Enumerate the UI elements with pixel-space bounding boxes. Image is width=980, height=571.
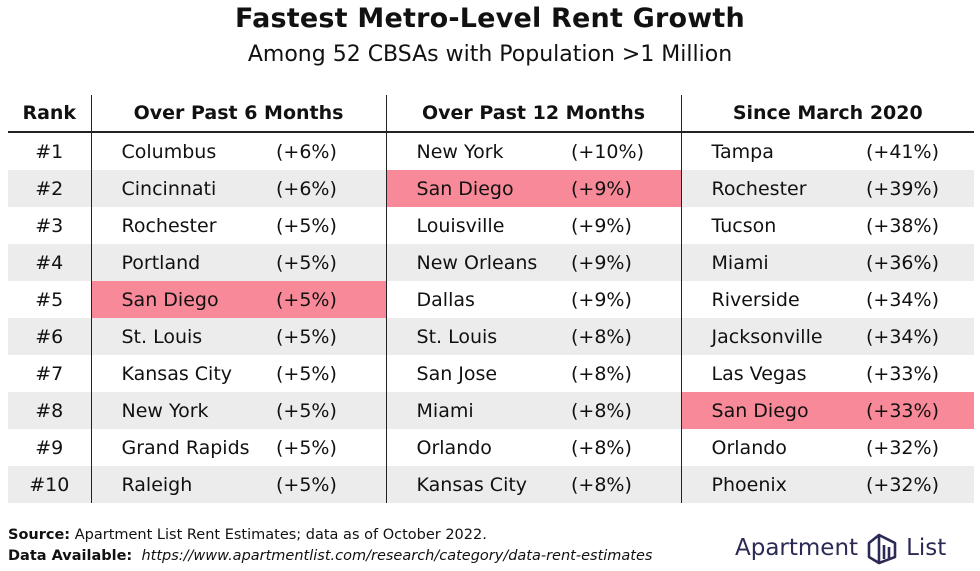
- city-cell-12mo: Orlando: [416, 436, 492, 459]
- city-cell-12mo: Miami: [386, 392, 572, 429]
- chart-title: Fastest Metro-Level Rent Growth: [235, 3, 745, 34]
- rank-cell: #3: [8, 207, 92, 244]
- city-cell-6mo: Grand Rapids: [121, 436, 250, 459]
- city-cell-6mo: Kansas City: [121, 362, 233, 385]
- rank-cell: #10: [8, 466, 92, 503]
- pct-cell-since-2020: (+39%): [866, 170, 975, 207]
- city-cell-6mo: Raleigh: [91, 466, 276, 503]
- header-past-6-months: Over Past 6 Months: [91, 95, 387, 133]
- pct-cell-since-2020: (+36%): [866, 244, 975, 281]
- pct-cell-6mo: (+5%): [276, 466, 387, 503]
- city-cell-since-2020: Riverside: [711, 288, 800, 311]
- pct-cell-6mo: (+5%): [276, 281, 387, 318]
- pct-cell-since-2020: (+33%): [866, 362, 939, 385]
- pct-cell-since-2020: (+32%): [866, 466, 975, 503]
- header-row: Rank Over Past 6 Months Over Past 12 Mon…: [8, 95, 975, 133]
- rank-cell: #8: [8, 392, 92, 429]
- pct-cell-since-2020: (+41%): [866, 140, 939, 163]
- pct-cell-6mo: (+5%): [276, 429, 387, 466]
- apartment-list-logo-icon: [867, 533, 897, 565]
- pct-cell-6mo: (+5%): [276, 207, 387, 244]
- city-cell-12mo: St. Louis: [386, 318, 572, 355]
- rank-cell: #2: [8, 170, 92, 207]
- table-row: #8 New York (+5%) Miami (+8%) San Diego (+33%): [8, 392, 975, 429]
- logo-word-apartment: Apartment: [735, 535, 859, 561]
- city-cell-6mo: Rochester: [121, 214, 217, 237]
- city-cell-6mo: St. Louis: [91, 318, 276, 355]
- rank-cell: #6: [8, 318, 92, 355]
- city-cell-6mo: Cincinnati: [91, 170, 276, 207]
- header-since-march-2020: Since March 2020: [681, 95, 975, 133]
- rank-cell: #5: [8, 281, 92, 318]
- city-cell-12mo: Dallas: [416, 288, 475, 311]
- source-label: Source:: [8, 527, 71, 543]
- table-row: #5 San Diego (+5%) Dallas (+9%) Riverside (+34…: [8, 281, 974, 318]
- pct-cell-6mo: (+5%): [276, 355, 387, 392]
- city-cell-12mo: Louisville: [416, 214, 505, 237]
- pct-cell-12mo: (+9%): [571, 170, 682, 207]
- table-row: #2 Cincinnati (+6%) San Diego (+9%) Rochester…: [8, 170, 975, 207]
- table-row: #6 St. Louis (+5%) St. Louis (+8%) Jacksonvil…: [8, 318, 975, 355]
- rent-growth-table: Rank Over Past 6 Months Over Past 12 Mon…: [8, 95, 975, 503]
- pct-cell-12mo: (+8%): [571, 318, 682, 355]
- city-cell-12mo: New Orleans: [386, 244, 572, 281]
- header-rank: Rank: [8, 95, 92, 133]
- chart-subtitle: Among 52 CBSAs with Population >1 Millio…: [247, 42, 733, 67]
- table-row: #7 Kansas City (+5%) San Jose (+8%) Las Vegas…: [8, 355, 974, 392]
- pct-cell-since-2020: (+32%): [866, 436, 939, 459]
- table-row: #9 Grand Rapids (+5%) Orlando (+8%) Orlando (+…: [8, 429, 974, 466]
- city-cell-6mo: Columbus: [121, 140, 217, 163]
- pct-cell-12mo: (+8%): [571, 392, 682, 429]
- city-cell-since-2020: Rochester: [681, 170, 867, 207]
- city-cell-since-2020: Phoenix: [681, 466, 867, 503]
- source-text: Apartment List Rent Estimates; data as o…: [70, 527, 487, 543]
- city-cell-6mo: New York: [91, 392, 276, 429]
- pct-cell-since-2020: (+38%): [866, 214, 939, 237]
- header-past-12-months: Over Past 12 Months: [386, 95, 682, 133]
- pct-cell-12mo: (+8%): [571, 466, 682, 503]
- table-row: #1 Columbus (+6%) New York (+10%) Tampa (+41%): [8, 132, 974, 170]
- data-available-line: Data Available: https://www.apartmentlis…: [8, 548, 652, 564]
- city-cell-12mo: San Jose: [416, 362, 498, 385]
- city-cell-12mo: New York: [416, 140, 504, 163]
- city-cell-since-2020: Jacksonville: [681, 318, 867, 355]
- pct-cell-12mo: (+10%): [571, 132, 682, 170]
- city-cell-since-2020: Miami: [681, 244, 867, 281]
- pct-cell-6mo: (+6%): [276, 170, 387, 207]
- pct-cell-12mo: (+9%): [571, 207, 682, 244]
- pct-cell-12mo: (+8%): [571, 355, 682, 392]
- apartment-list-logo: Apartment List: [735, 528, 946, 568]
- pct-cell-12mo: (+9%): [571, 281, 682, 318]
- city-cell-since-2020: Las Vegas: [711, 362, 807, 385]
- pct-cell-6mo: (+5%): [276, 244, 387, 281]
- city-cell-since-2020: Orlando: [711, 436, 787, 459]
- pct-cell-6mo: (+5%): [276, 318, 387, 355]
- data-url-link[interactable]: https://www.apartmentlist.com/research/c…: [141, 548, 653, 564]
- city-cell-12mo: San Diego: [386, 170, 572, 207]
- rank-cell: #9: [8, 429, 92, 466]
- table-row: #4 Portland (+5%) New Orleans (+9%) Miami (+36…: [8, 244, 975, 281]
- pct-cell-6mo: (+5%): [276, 392, 387, 429]
- source-line: Source: Apartment List Rent Estimates; d…: [8, 527, 487, 543]
- city-cell-since-2020: Tampa: [711, 140, 774, 163]
- table-body: #1 Columbus (+6%) New York (+10%) Tampa (+41%)…: [8, 132, 975, 503]
- city-cell-6mo: San Diego: [91, 281, 276, 318]
- city-cell-since-2020: Tucson: [711, 214, 777, 237]
- city-cell-since-2020: San Diego: [681, 392, 867, 429]
- pct-cell-12mo: (+8%): [571, 429, 682, 466]
- pct-cell-12mo: (+9%): [571, 244, 682, 281]
- table-row: #10 Raleigh (+5%) Kansas City (+8%) Phoenix (+…: [8, 466, 975, 503]
- rank-cell: #4: [8, 244, 92, 281]
- city-cell-12mo: Kansas City: [386, 466, 572, 503]
- rank-cell: #1: [8, 132, 92, 170]
- rank-cell: #7: [8, 355, 92, 392]
- city-cell-6mo: Portland: [91, 244, 276, 281]
- table-row: #3 Rochester (+5%) Louisville (+9%) Tucson (+3…: [8, 207, 974, 244]
- pct-cell-6mo: (+6%): [276, 132, 387, 170]
- pct-cell-since-2020: (+34%): [866, 318, 975, 355]
- pct-cell-since-2020: (+33%): [866, 392, 975, 429]
- data-available-label: Data Available:: [8, 548, 133, 564]
- logo-word-list: List: [906, 535, 947, 561]
- pct-cell-since-2020: (+34%): [866, 288, 939, 311]
